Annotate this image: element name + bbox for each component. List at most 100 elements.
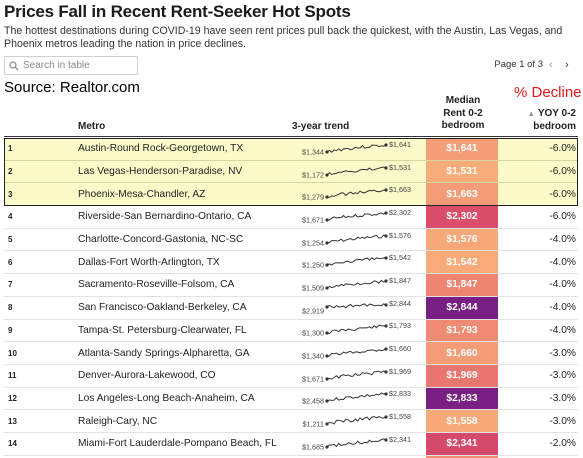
search-box[interactable] (4, 56, 138, 75)
row-metro: San Francisco-Oakland-Berkeley, CA (78, 302, 247, 314)
sparkline-start-label: $1,685 (302, 442, 324, 451)
row-rank: 9 (8, 325, 13, 335)
row-metro: Phoenix-Mesa-Chandler, AZ (78, 188, 206, 200)
row-median-rent: $1,663 (426, 183, 498, 206)
row-metro: Denver-Aurora-Lakewood, CO (78, 370, 216, 382)
sparkline-end-label: $2,833 (389, 389, 411, 398)
sparkline-end-label: $2,844 (389, 299, 411, 308)
sparkline-chart: $2,458 $2,833 (302, 389, 411, 406)
sparkline-chart: $1,509 $1,847 (302, 276, 411, 293)
sparkline-start-label: $1,344 (302, 147, 324, 156)
row-metro: Miami-Fort Lauderdale-Pompano Beach, FL (78, 438, 277, 450)
table-row: 10 Atlanta-Sandy Springs-Alpharetta, GA $1… (4, 342, 578, 365)
table-row: 3 Phoenix-Mesa-Chandler, AZ $1,279 $1,663 $1… (4, 183, 578, 207)
sparkline-chart: $1,340 $1,660 (302, 344, 411, 361)
sparkline-start-dot (325, 218, 329, 222)
row-rank: 14 (8, 439, 17, 449)
row-median-rent: $1,969 (426, 364, 498, 387)
column-header-trend: 3-year trend (292, 121, 350, 132)
table-row: 6 Dallas-Fort Worth-Arlington, TX $1,250 $1… (4, 251, 578, 275)
sparkline-chart: $1,300 $1,793 (302, 321, 411, 338)
sparkline-line (326, 166, 387, 175)
search-input[interactable] (23, 60, 133, 71)
sparkline-chart: $1,671 $2,302 (302, 208, 411, 225)
pagination: Page 1 of 3 ‹ › (494, 59, 575, 70)
row-median-rent: $1,641 (426, 138, 498, 160)
row-median-rent: $1,542 (426, 251, 498, 274)
sparkline-end-dot (384, 233, 388, 238)
sparkline-end-dot (384, 256, 388, 260)
column-header-yoy-line2: bedroom (533, 120, 576, 132)
sparkline-line (326, 144, 387, 153)
sparkline-end-label: $1,660 (389, 344, 411, 353)
row-sparkline: $1,671 $2,302 (292, 206, 422, 228)
sparkline-end-label: $2,302 (389, 208, 411, 217)
row-median-rent: $2,833 (426, 387, 498, 410)
sparkline-start-dot (325, 399, 329, 404)
row-median-rent: $1,531 (426, 160, 498, 183)
column-header-metro[interactable]: Metro (78, 121, 106, 132)
row-yoy-change: -4.0% (549, 234, 576, 246)
row-metro: Raleigh-Cary, NC (78, 415, 158, 427)
search-icon (9, 60, 19, 71)
row-sparkline: $1,279 $1,663 (292, 183, 422, 205)
sparkline-chart: $1,279 $1,663 (302, 185, 411, 202)
sparkline-start-label: $1,340 (302, 352, 324, 361)
sparkline-start-dot (325, 240, 329, 245)
sparkline-end-label: $1,969 (389, 367, 411, 376)
row-rank: 8 (8, 303, 13, 313)
row-sparkline: $1,211 $1,558 (292, 410, 422, 432)
sparkline-start-label: $1,279 (302, 193, 324, 202)
row-sparkline: $1,509 $1,847 (292, 274, 422, 296)
sparkline-end-dot (384, 165, 388, 170)
sparkline-start-label: $2,458 (302, 397, 324, 406)
sparkline-end-label: $1,847 (389, 276, 411, 285)
row-rank: 12 (8, 393, 17, 403)
column-header-median-line3: bedroom (441, 120, 485, 131)
row-metro: Charlotte-Concord-Gastonia, NC-SC (78, 234, 244, 246)
sparkline-end-label: $2,341 (389, 435, 411, 444)
row-rank: 2 (8, 167, 13, 177)
sparkline-start-dot (325, 331, 329, 335)
row-yoy-change: -6.0% (549, 188, 576, 200)
page-indicator: Page 1 of 3 (494, 59, 543, 70)
table-row: 13 Raleigh-Cary, NC $1,211 $1,558 $1,558 -3.0… (4, 410, 578, 433)
data-table: 1 Austin-Round Rock-Georgetown, TX $1,344 $… (4, 138, 578, 458)
row-metro: Riverside-San Bernardino-Ontario, CA (78, 211, 252, 223)
sparkline-line (327, 212, 387, 221)
table-row: 12 Los Angeles-Long Beach-Anaheim, CA $2,4… (4, 387, 578, 411)
row-rank: 5 (8, 235, 13, 245)
row-rank: 4 (8, 212, 13, 222)
column-header-yoy[interactable]: ▲ YOY 0-2 bedroom (500, 108, 576, 133)
column-header-yoy-line1: YOY 0-2 (537, 108, 576, 119)
sparkline-end-dot (384, 324, 388, 328)
table-row: 1 Austin-Round Rock-Georgetown, TX $1,344 $… (4, 138, 578, 161)
sparkline-chart: $1,211 $1,558 (303, 412, 411, 429)
sparkline-start-dot (325, 305, 329, 309)
row-yoy-change: -4.0% (549, 279, 576, 291)
row-rank: 1 (8, 144, 13, 154)
prev-page-icon[interactable]: ‹ (549, 58, 553, 71)
sparkline-end-dot (384, 188, 388, 192)
row-median-rent: $2,844 (426, 296, 498, 319)
row-rank: 3 (8, 189, 13, 199)
sparkline-chart: $2,919 $2,844 (302, 299, 411, 316)
sparkline-start-dot (325, 354, 329, 358)
next-page-icon[interactable]: › (565, 58, 569, 71)
sparkline-start-dot (325, 422, 329, 426)
sparkline-start-dot (325, 150, 329, 154)
row-sparkline: $1,671 $1,969 (292, 365, 422, 387)
column-header-median-line1: Median (445, 95, 481, 106)
sparkline-line (326, 257, 386, 266)
row-sparkline: $1,685 $2,341 (292, 433, 422, 455)
sparkline-end-dot (384, 370, 388, 374)
sparkline-start-label: $1,300 (302, 329, 324, 338)
sparkline-start-dot (325, 172, 329, 177)
sparkline-end-label: $1,641 (389, 140, 411, 149)
row-median-rent: $2,302 (426, 206, 498, 228)
sparkline-chart: $1,344 $1,641 (302, 140, 411, 157)
row-sparkline: $1,172 $1,531 (292, 161, 422, 183)
sparkline-line (326, 189, 387, 199)
row-rank: 6 (8, 257, 13, 267)
column-header-median-rent[interactable]: Median Rent 0-2 bedroom (430, 95, 496, 133)
